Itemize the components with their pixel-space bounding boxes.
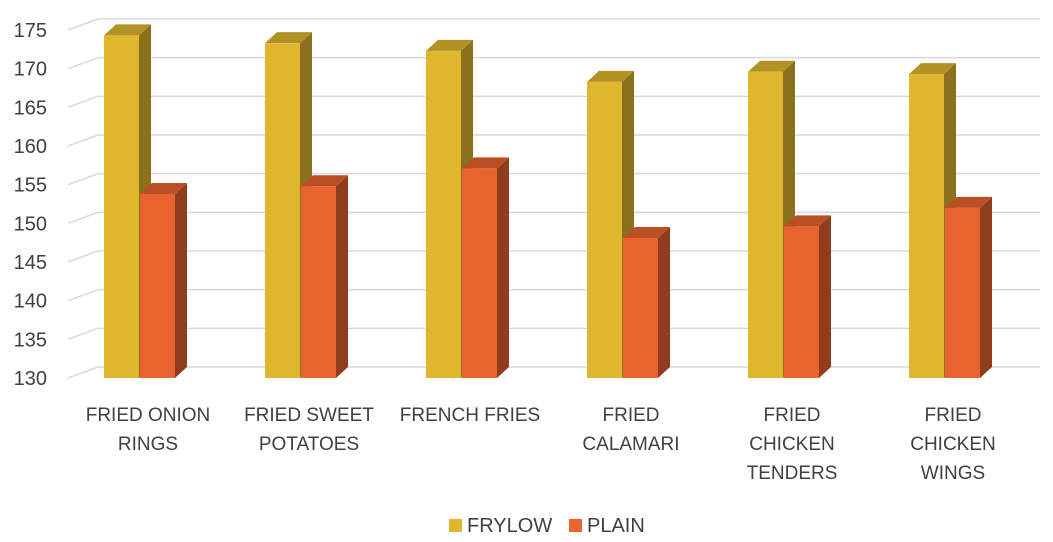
x-tick-label-4-2: TENDERS xyxy=(747,463,838,484)
y-tick-label-1: 135 xyxy=(14,329,47,351)
bar-plain-5 xyxy=(945,196,992,378)
legend-item-plain: PLAIN xyxy=(569,515,645,537)
y-tick-label-4: 150 xyxy=(14,213,47,235)
bar-front-frylow-2 xyxy=(426,50,461,378)
y-tick-label-2: 140 xyxy=(14,291,47,313)
bar-frylow-4 xyxy=(748,60,795,378)
bar-side-plain-5 xyxy=(980,196,992,378)
bar-top-plain-3 xyxy=(623,227,670,239)
x-tick-label-4-1: CHICKEN xyxy=(749,434,835,455)
bar-front-plain-1 xyxy=(301,186,336,378)
gridline-depth-2 xyxy=(67,288,99,302)
x-tick-label-5-0: FRIED xyxy=(925,405,982,426)
legend-label-frylow: FRYLOW xyxy=(467,515,552,537)
legend-label-plain: PLAIN xyxy=(587,515,645,537)
bar-side-plain-3 xyxy=(658,227,670,378)
x-tick-label-3-0: FRIED xyxy=(603,405,660,426)
bar-front-frylow-1 xyxy=(265,43,300,378)
bar-top-frylow-0 xyxy=(104,24,151,36)
bar-front-plain-5 xyxy=(945,207,980,378)
x-tick-label-0-0: FRIED ONION xyxy=(86,405,211,426)
y-tick-label-3: 145 xyxy=(14,252,47,274)
bar-plain-0 xyxy=(140,182,187,378)
x-tick-label-5-2: WINGS xyxy=(921,463,985,484)
y-tick-label-5: 155 xyxy=(14,175,47,197)
bar-top-plain-0 xyxy=(140,182,187,194)
bar-top-plain-5 xyxy=(945,196,992,208)
y-axis-ticks: 130 135 140 145 150 155 160 165 170 175 xyxy=(14,20,47,390)
y-tick-label-0: 130 xyxy=(14,368,47,390)
bar-side-plain-4 xyxy=(819,215,831,378)
bar-front-plain-4 xyxy=(784,226,819,378)
bar-side-plain-0 xyxy=(175,182,187,378)
bar-top-frylow-4 xyxy=(748,60,795,72)
bar-top-plain-4 xyxy=(784,215,831,227)
bar-plain-2 xyxy=(462,157,509,378)
gridline-depth-4 xyxy=(67,211,99,225)
bars xyxy=(104,24,992,379)
gridline-depth-0 xyxy=(67,366,99,379)
bar-frylow-3 xyxy=(587,70,634,379)
bar-top-frylow-2 xyxy=(426,39,473,51)
gridline-depth-1 xyxy=(67,327,99,341)
legend: FRYLOW PLAIN xyxy=(449,515,645,537)
x-tick-label-3-1: CALAMARI xyxy=(582,434,679,455)
bar-plain-4 xyxy=(784,215,831,378)
x-tick-label-5-1: CHICKEN xyxy=(910,434,996,455)
x-tick-label-1-0: FRIED SWEET xyxy=(244,405,374,426)
legend-item-frylow: FRYLOW xyxy=(449,515,552,537)
bar-top-frylow-5 xyxy=(909,63,956,75)
legend-swatch-frylow xyxy=(449,519,462,532)
bar-front-frylow-4 xyxy=(748,71,783,378)
x-tick-label-1-1: POTATOES xyxy=(259,434,359,455)
bar-side-plain-2 xyxy=(497,157,509,378)
bar-side-plain-1 xyxy=(336,175,348,378)
x-tick-label-0-1: RINGS xyxy=(118,434,178,455)
y-tick-label-9: 175 xyxy=(14,20,47,42)
gridline-depth-6 xyxy=(67,134,99,147)
gridline-depth-3 xyxy=(67,250,99,263)
bar-front-frylow-3 xyxy=(587,81,622,379)
bar-top-plain-1 xyxy=(301,175,348,187)
y-tick-label-7: 165 xyxy=(14,97,47,119)
bar-plain-1 xyxy=(301,175,348,378)
bar-top-frylow-1 xyxy=(265,32,312,44)
bar-front-plain-2 xyxy=(462,168,497,378)
bar-front-frylow-5 xyxy=(909,74,944,378)
y-tick-label-8: 170 xyxy=(14,59,47,81)
bar-top-frylow-3 xyxy=(587,70,634,82)
x-tick-label-2-0: FRENCH FRIES xyxy=(400,405,540,426)
gridline-depth-5 xyxy=(67,172,99,186)
bar-plain-3 xyxy=(623,227,670,378)
legend-swatch-plain xyxy=(569,519,582,532)
bar-front-frylow-0 xyxy=(104,35,139,379)
x-axis-labels: FRIED ONION RINGS FRIED SWEET POTATOES FRENC… xyxy=(86,405,996,484)
bar-top-plain-2 xyxy=(462,157,509,169)
bar-front-plain-0 xyxy=(140,193,175,378)
gridlines xyxy=(67,18,1040,379)
gridline-depth-8 xyxy=(67,56,99,70)
gridline-depth-9 xyxy=(67,18,99,31)
y-tick-label-6: 160 xyxy=(14,136,47,158)
gridline-depth-7 xyxy=(67,95,99,109)
x-tick-label-4-0: FRIED xyxy=(764,405,821,426)
bar-front-plain-3 xyxy=(623,238,658,378)
